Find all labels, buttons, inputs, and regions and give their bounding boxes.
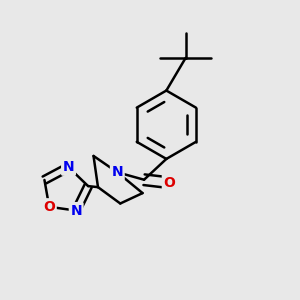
Text: O: O [164, 176, 175, 190]
Text: O: O [43, 200, 55, 214]
Text: N: N [63, 160, 74, 174]
Text: N: N [112, 165, 123, 179]
Text: N: N [70, 204, 82, 218]
